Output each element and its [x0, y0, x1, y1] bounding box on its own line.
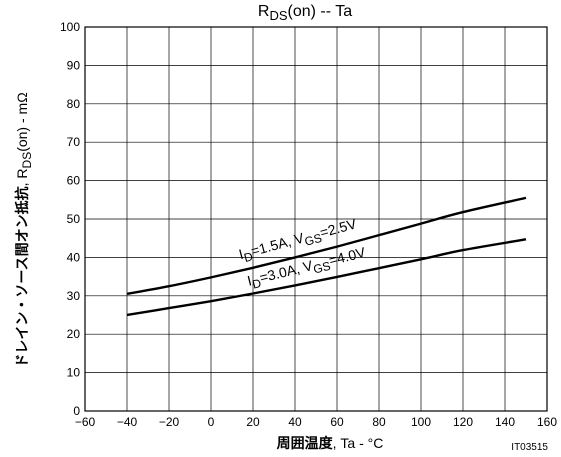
grid: [85, 27, 547, 411]
x-tick-label: −40: [117, 415, 138, 429]
x-tick-label: −20: [159, 415, 180, 429]
y-tick-label: 60: [67, 174, 81, 188]
x-axis-label-rest: , Ta - °C: [333, 435, 384, 451]
y-axis-label-rest: (on) - mΩ: [14, 92, 30, 151]
y-tick-label: 70: [67, 135, 81, 149]
chart-title-rest: (on) -- Ta: [288, 3, 353, 20]
chart-title: RDS(on) -- Ta: [258, 3, 352, 23]
y-axis-label-sub: DS: [20, 152, 34, 169]
y-axis-label-bold: ドレイン・ソース間オン抵抗: [14, 186, 30, 367]
x-tick-label: 20: [246, 415, 260, 429]
series-line-1: [126, 196, 527, 296]
x-tick-label: 100: [411, 415, 431, 429]
x-axis-label: 周囲温度, Ta - °C: [277, 435, 384, 451]
x-tick-label: −60: [75, 415, 96, 429]
y-tick-label: 20: [67, 327, 81, 341]
figure-code: IT03515: [511, 442, 548, 453]
series-label-id-3-0a-part-gs: GS: [312, 259, 332, 277]
series-label-id-1-5a-part-d: D: [242, 249, 254, 265]
series-label-id-3-0a-part-d: D: [251, 276, 263, 292]
x-tick-label: 40: [288, 415, 302, 429]
chart-title-sub: DS: [269, 8, 287, 23]
y-tick-label: 10: [67, 366, 81, 380]
y-axis-label: ドレイン・ソース間オン抵抗, RDS(on) - mΩ: [14, 92, 34, 367]
x-tick-label: 0: [208, 415, 215, 429]
x-tick-label: 140: [495, 415, 515, 429]
x-tick-label: 80: [372, 415, 386, 429]
y-tick-label: 80: [67, 97, 81, 111]
y-tick-label: 40: [67, 250, 81, 264]
series-line-2: [126, 238, 527, 317]
series-label-id-1-5a-part-value: =1.5A, V: [249, 229, 306, 259]
y-tick-label: 30: [67, 289, 81, 303]
series-label-id-3-0a-part-value: =3.0A, V: [258, 257, 315, 286]
tick-labels: −60 −40 −20 0 20 40 60 80 100 120 140 160 0 10 20 30 40 5…: [60, 20, 557, 429]
series-label-id-1-5a-part-gs: GS: [303, 231, 323, 249]
x-tick-label: 120: [453, 415, 473, 429]
plot-frame: [84, 26, 548, 412]
x-tick-label: 160: [537, 415, 557, 429]
x-axis-label-bold: 周囲温度: [277, 435, 334, 451]
y-tick-label: 100: [60, 20, 80, 34]
x-tick-label: 60: [330, 415, 344, 429]
y-tick-label: 50: [67, 212, 81, 226]
series-lines: [126, 196, 527, 317]
chart-title-main: R: [258, 3, 270, 20]
y-tick-label: 0: [73, 404, 80, 418]
y-axis-label-pre: , R: [14, 168, 30, 186]
series-label-id-1-5a-part-i: I: [237, 246, 245, 262]
y-tick-label: 90: [67, 58, 81, 72]
series-label-id-3-0a-part-i: I: [246, 272, 254, 288]
